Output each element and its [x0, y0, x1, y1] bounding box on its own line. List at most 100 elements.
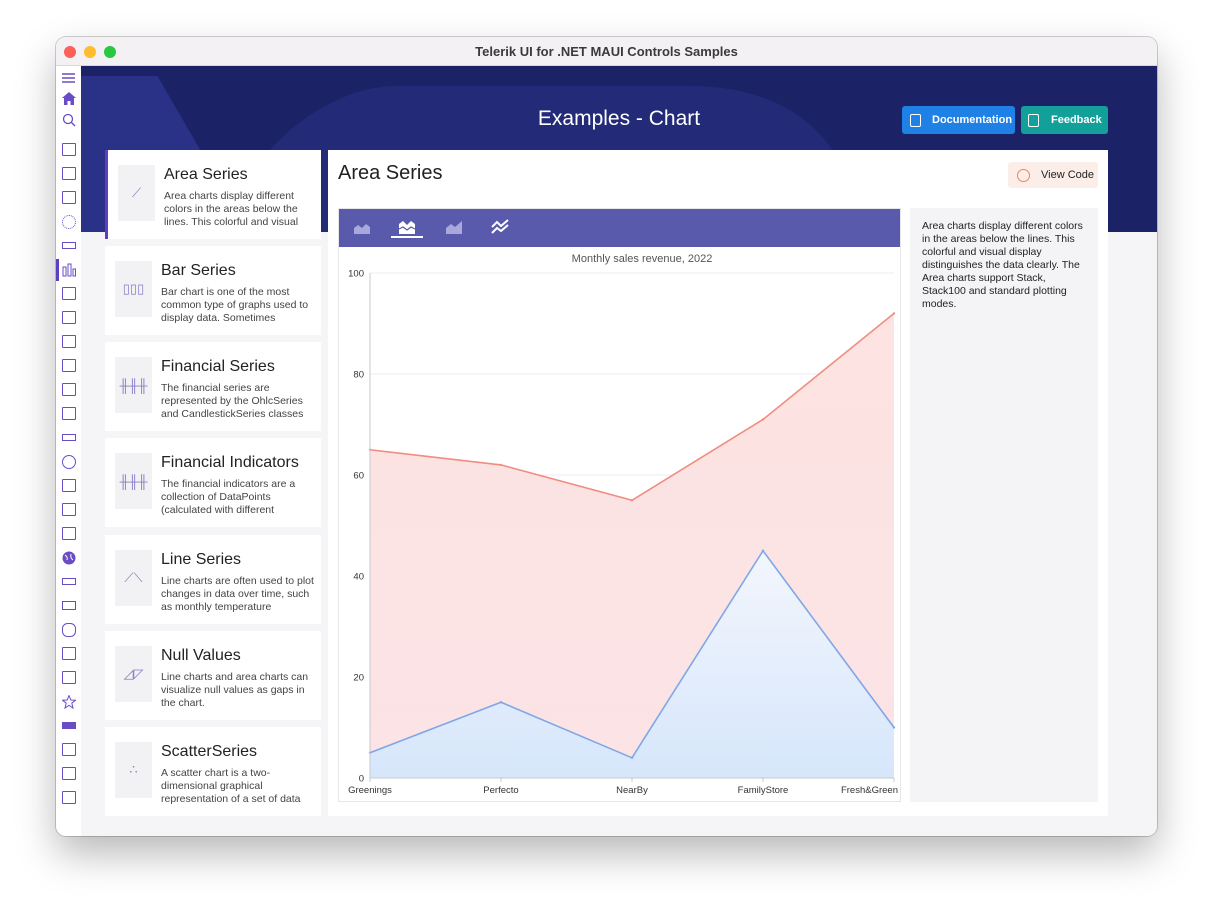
- slideview-icon[interactable]: [61, 742, 76, 757]
- map-control-icon[interactable]: [61, 550, 76, 565]
- chart-title: Monthly sales revenue, 2022: [572, 253, 713, 265]
- area-chart: Monthly sales revenue, 2022 0 20 40 60 80 100 G…: [348, 253, 898, 796]
- series-2-point: [761, 549, 765, 552]
- example-description: Line charts are often used to plot chang…: [161, 575, 314, 613]
- close-window-button[interactable]: [64, 46, 76, 58]
- y-tick-label: 0: [359, 774, 364, 785]
- example-description: A scatter chart is a two-dimensional gra…: [161, 767, 301, 805]
- badge-control-icon[interactable]: [61, 142, 76, 157]
- popup-control-icon[interactable]: [61, 670, 76, 685]
- y-tick-label: 100: [348, 269, 364, 280]
- example-title: ScatterSeries: [161, 743, 258, 760]
- series-2-point: [630, 756, 634, 759]
- left-nav-bar: [56, 66, 81, 836]
- masked-entry-icon[interactable]: [61, 574, 76, 589]
- example-card-financial-indicators[interactable]: ╫╫╫ Financial Indicators The financial i…: [105, 438, 321, 527]
- busy-indicator-icon[interactable]: [61, 214, 76, 229]
- series-2-point: [499, 701, 503, 704]
- tabview-icon[interactable]: [61, 766, 76, 781]
- series-1-point: [499, 463, 503, 467]
- numeric-input-icon[interactable]: [61, 598, 76, 613]
- time-picker-icon[interactable]: [61, 382, 76, 397]
- null-values-icon: ◿◸: [115, 646, 152, 702]
- example-description: Line charts and area charts can visualiz…: [161, 671, 309, 709]
- document-icon: [910, 113, 921, 127]
- datagrid-icon[interactable]: [61, 334, 76, 349]
- segmented-control-icon[interactable]: [61, 718, 76, 733]
- treeview-icon[interactable]: [61, 790, 76, 805]
- example-title: Bar Series: [161, 262, 236, 279]
- stack-mode-icon[interactable]: [398, 219, 416, 235]
- gauge-control-icon[interactable]: [61, 454, 76, 469]
- combobox-icon[interactable]: [61, 502, 76, 517]
- pdf-viewer-icon[interactable]: [61, 646, 76, 661]
- y-tick-label: 20: [353, 673, 364, 684]
- rating-control-icon[interactable]: [61, 694, 76, 709]
- series-2-point: [892, 726, 896, 729]
- border-control-icon[interactable]: [61, 190, 76, 205]
- indicator-icon: ╫╫╫: [115, 453, 152, 509]
- y-tick-label: 80: [353, 370, 364, 381]
- datetime-picker-icon[interactable]: [61, 406, 76, 421]
- view-code-button[interactable]: View Code: [1008, 162, 1098, 188]
- example-title: Financial Indicators: [161, 454, 299, 471]
- x-tick-label: Greenings: [348, 785, 392, 796]
- series-1-point: [630, 499, 634, 502]
- documentation-button[interactable]: Documentation: [902, 106, 1015, 134]
- candlestick-icon: ╫╫╫: [115, 357, 152, 413]
- home-icon[interactable]: [61, 91, 76, 106]
- y-tick-label: 40: [353, 572, 364, 583]
- list-picker-icon[interactable]: [61, 526, 76, 541]
- x-tick-label: FamilyStore: [738, 785, 789, 796]
- path-control-icon[interactable]: [61, 622, 76, 637]
- main-area: Examples - Chart Documentation Feedback …: [81, 66, 1157, 836]
- chart-control-icon[interactable]: [61, 262, 76, 277]
- button-control-icon[interactable]: [61, 238, 76, 253]
- entry-control-icon[interactable]: [61, 430, 76, 445]
- example-content-panel: Area Series View Code Monthly sales reve…: [328, 150, 1108, 816]
- edit-icon: [1028, 113, 1039, 127]
- example-card-scatter-series[interactable]: ∴ ScatterSeries A scatter chart is a two…: [105, 727, 321, 816]
- y-tick-label: 60: [353, 471, 364, 482]
- area-mode-icon[interactable]: [353, 219, 371, 235]
- date-picker-icon[interactable]: [61, 358, 76, 373]
- example-card-null-values[interactable]: ◿◸ Null Values Line charts and area char…: [105, 631, 321, 720]
- collectionview-icon[interactable]: [61, 310, 76, 325]
- example-description: The financial series are represented by …: [161, 382, 304, 420]
- line-mode-icon[interactable]: [491, 219, 509, 235]
- example-description: The financial indicators are a collectio…: [161, 478, 296, 516]
- selected-mode-indicator: [391, 236, 423, 238]
- bar-chart-icon: ▯▯▯: [115, 261, 152, 317]
- barcode-control-icon[interactable]: [61, 166, 76, 181]
- example-card-area-series[interactable]: ⟋ Area Series Area charts display differ…: [105, 150, 321, 239]
- series-1-point: [761, 418, 765, 421]
- example-heading: Area Series: [338, 162, 443, 184]
- listview-icon[interactable]: [61, 478, 76, 493]
- example-card-line-series[interactable]: ⟋⟍ Line Series Line charts are often use…: [105, 535, 321, 624]
- example-title: Area Series: [164, 166, 248, 183]
- example-title: Financial Series: [161, 358, 275, 375]
- example-title: Line Series: [161, 551, 242, 568]
- example-card-financial-series[interactable]: ╫╫╫ Financial Series The financial serie…: [105, 342, 321, 431]
- app-window: Telerik UI for .NET MAUI Controls Sample…: [56, 37, 1157, 836]
- window-title: Telerik UI for .NET MAUI Controls Sample…: [475, 44, 738, 59]
- maximize-window-button[interactable]: [104, 46, 116, 58]
- stack100-mode-icon[interactable]: [445, 219, 463, 235]
- x-tick-label: Fresh&Green: [841, 785, 898, 796]
- x-tick-label: NearBy: [616, 785, 648, 796]
- scatter-icon: ∴: [115, 742, 152, 798]
- example-description: Bar chart is one of the most common type…: [161, 286, 309, 324]
- view-code-label: View Code: [1041, 169, 1094, 181]
- example-description-panel: Area charts display different colors in …: [910, 208, 1098, 802]
- hamburger-menu-icon[interactable]: [61, 70, 76, 85]
- example-description-text: Area charts display different colors in …: [922, 220, 1083, 310]
- x-tick-label: Perfecto: [483, 785, 518, 796]
- checkbox-control-icon[interactable]: [61, 286, 76, 301]
- search-icon[interactable]: [61, 112, 76, 127]
- minimize-window-button[interactable]: [84, 46, 96, 58]
- example-card-bar-series[interactable]: ▯▯▯ Bar Series Bar chart is one of the m…: [105, 246, 321, 335]
- area-chart-icon: ⟋: [118, 165, 155, 221]
- feedback-label: Feedback: [1051, 114, 1102, 126]
- feedback-button[interactable]: Feedback: [1021, 106, 1108, 134]
- title-bar: Telerik UI for .NET MAUI Controls Sample…: [56, 37, 1157, 66]
